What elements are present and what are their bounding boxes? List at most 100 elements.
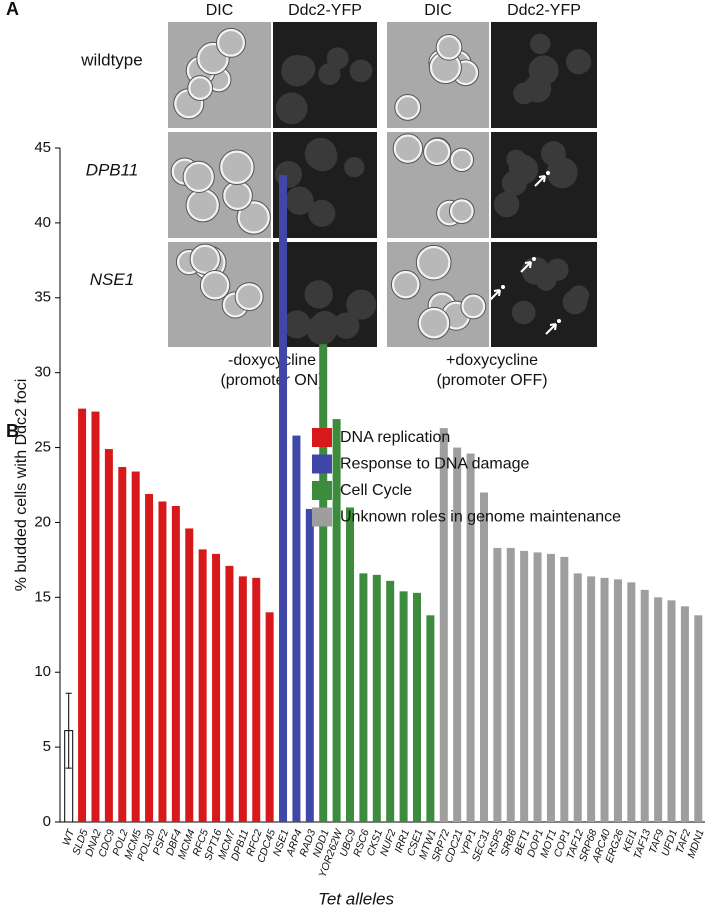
cell-glow	[528, 58, 552, 82]
cell	[450, 148, 474, 172]
bar	[158, 501, 167, 822]
focus	[546, 171, 550, 175]
cell-edge	[187, 75, 214, 102]
cell-glow	[275, 92, 308, 125]
cell-edge	[390, 269, 421, 300]
cell-glow	[511, 300, 536, 325]
arrow	[545, 323, 557, 335]
legend-swatch	[312, 428, 332, 447]
bar	[265, 612, 274, 822]
legend-label: DNA replication	[340, 429, 450, 446]
cell	[391, 270, 420, 299]
bar	[412, 592, 421, 822]
cell-edge	[417, 306, 451, 340]
bar	[520, 550, 529, 822]
cell-glow	[529, 33, 551, 55]
cell	[200, 270, 230, 300]
bar	[399, 591, 408, 822]
bar	[640, 589, 649, 822]
cell	[183, 161, 215, 193]
arrow	[489, 289, 501, 301]
y-tick-label: 20	[34, 513, 51, 530]
cell	[461, 294, 486, 319]
y-tick-label: 10	[34, 663, 51, 680]
bar	[680, 606, 689, 822]
bar	[225, 565, 234, 822]
cell	[416, 245, 451, 280]
legend-swatch	[312, 507, 332, 527]
cell-glow	[285, 186, 314, 215]
cell-edge	[392, 133, 424, 164]
cell-edge	[234, 282, 264, 312]
condition-label: -doxycycline	[228, 352, 316, 369]
bar	[238, 576, 247, 822]
bar	[573, 573, 582, 822]
cell-edge	[216, 27, 246, 58]
cell-edge	[219, 149, 255, 186]
cell-glow	[282, 310, 311, 339]
cell-edge	[236, 200, 271, 235]
cell-glow	[562, 289, 588, 315]
bar	[439, 428, 448, 822]
cell-glow	[565, 49, 592, 75]
y-tick-label: 0	[43, 813, 51, 830]
bar	[533, 552, 542, 822]
panel-label: A	[6, 0, 19, 19]
bar	[359, 573, 368, 822]
row-label: NSE1	[90, 270, 134, 289]
cell-edge	[196, 41, 230, 76]
bar	[479, 492, 488, 822]
bar	[252, 577, 261, 822]
cell-glow	[346, 289, 377, 320]
cell	[190, 244, 221, 275]
focus	[532, 257, 536, 261]
bar	[560, 556, 569, 822]
cell	[393, 134, 423, 164]
column-header: DIC	[206, 2, 234, 19]
bar	[305, 508, 314, 822]
legend-label: Cell Cycle	[340, 482, 412, 499]
y-tick-label: 35	[34, 289, 51, 306]
y-axis-label: % budded cells with Ddc2 foci	[13, 379, 30, 592]
bar	[346, 507, 355, 822]
cell	[395, 94, 421, 121]
bar	[493, 547, 502, 822]
column-header: DIC	[424, 2, 452, 19]
bar	[78, 408, 87, 822]
cell-edge	[423, 137, 452, 167]
cell-edge	[415, 244, 452, 281]
cell-edge	[199, 270, 231, 301]
cell-glow	[344, 156, 365, 178]
panel-a: DIC Ddc2-YFP DIC Ddc2-YFP wildtype DPB11 NSE1 -…	[80, 2, 597, 389]
bar	[386, 580, 395, 822]
cell-glow	[521, 256, 550, 285]
y-tick-label: 25	[34, 439, 51, 456]
bar	[292, 435, 301, 822]
cell	[187, 75, 213, 101]
cell	[436, 34, 462, 60]
cell-glow	[493, 191, 520, 218]
cell	[418, 307, 450, 339]
row-label: wildtype	[80, 50, 142, 69]
y-tick-label: 15	[34, 588, 51, 605]
x-tick-label: WT	[60, 826, 77, 847]
bar	[694, 615, 703, 822]
column-header: Ddc2-YFP	[288, 2, 362, 19]
y-tick-label: 30	[34, 364, 51, 381]
cell-glow	[308, 199, 336, 227]
bar	[466, 453, 475, 822]
condition-label: (promoter ON)	[220, 372, 323, 389]
legend-label: Unknown roles in genome maintenance	[340, 509, 621, 526]
bar	[198, 549, 207, 822]
arrow	[534, 175, 546, 187]
cell	[449, 198, 474, 224]
bar	[91, 411, 100, 822]
cell-edge	[435, 33, 463, 61]
cell	[235, 282, 263, 311]
x-axis-label: Tet alleles	[318, 889, 394, 908]
legend-swatch	[312, 481, 332, 500]
bar	[279, 174, 288, 822]
y-tick-label: 40	[34, 214, 51, 231]
cell-edge	[394, 93, 422, 121]
bar	[171, 505, 180, 822]
